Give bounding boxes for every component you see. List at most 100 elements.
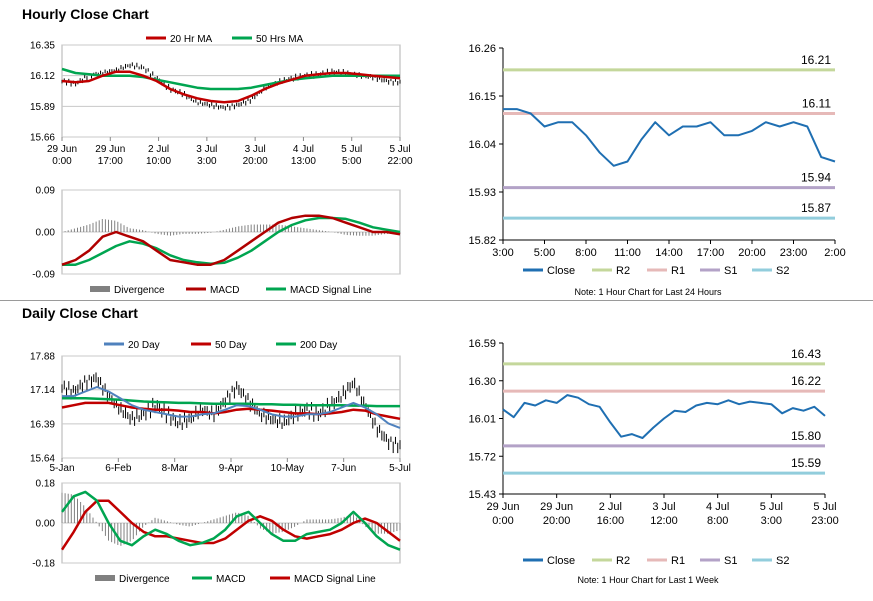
- daily-price-xtick-label: 9-Apr: [219, 463, 244, 474]
- hourly-macd-legend-label: MACD: [210, 285, 239, 296]
- daily-price-xtick-label: 5-Jan: [49, 463, 74, 474]
- daily-lastweek-r1-legend-label: R1: [671, 555, 685, 567]
- daily-ma50-line: [61, 401, 401, 421]
- hourly-last24-xtick-label: 20:00: [738, 247, 766, 259]
- hourly-last24-close-legend-label: Close: [547, 265, 575, 277]
- daily-price-xtick-label: 10-May: [271, 463, 304, 474]
- hourly-macd-ytick-label: -0.09: [32, 270, 55, 281]
- daily-lastweek-xtick-label: 29 Jun: [486, 501, 519, 513]
- hourly-price-xtick-label: 13:00: [291, 156, 316, 167]
- daily-lastweek-xtick-label: 2 Jul: [599, 501, 622, 513]
- hourly-ma20-line: [61, 70, 401, 104]
- hourly-price-xtick-label: 29 Jun: [47, 144, 77, 155]
- hourly-last24-s1-legend-label: S1: [724, 265, 737, 277]
- daily-macd-ytick-label: -0.18: [32, 559, 55, 570]
- hourly-macd-ytick-label: 0.00: [36, 228, 56, 239]
- daily-macd-line: [60, 490, 401, 551]
- daily-lastweek-xtick-label: 8:00: [707, 515, 728, 527]
- hourly-price-xtick-label: 20:00: [243, 156, 268, 167]
- daily-lastweek-ytick-label: 16.30: [468, 376, 496, 388]
- hourly-price-ytick-label: 15.89: [30, 102, 55, 113]
- daily-lastweek-s2-level-label: 15.59: [791, 456, 821, 470]
- hourly-last24-ytick-label: 15.93: [468, 187, 496, 199]
- hourly-price-xtick-label: 5 Jul: [389, 144, 410, 155]
- daily-lastweek-r2-level-label: 16.43: [791, 347, 821, 361]
- daily-divergence-legend-label: Divergence: [119, 574, 170, 585]
- hourly-price-xtick-label: 29 Jun: [95, 144, 125, 155]
- daily-lastweek-s1-level-label: 15.80: [791, 429, 821, 443]
- daily-price-ytick-label: 16.39: [30, 419, 55, 430]
- hourly-macd-line: [61, 214, 401, 266]
- hourly-ma20-legend-label: 20 Hr MA: [170, 34, 213, 45]
- hourly-price-ytick-label: 16.12: [30, 71, 55, 82]
- daily-lastweek-ytick-label: 16.01: [468, 414, 496, 426]
- hourly-last24-xtick-label: 8:00: [575, 247, 596, 259]
- daily-macd-ytick-label: 0.18: [36, 479, 56, 490]
- hourly-last24-xtick-label: 3:00: [492, 247, 513, 259]
- daily-lastweek-s1-legend-label: S1: [724, 555, 737, 567]
- daily-macd-legend-label: MACD: [216, 574, 245, 585]
- daily-price-ytick-label: 17.14: [30, 385, 55, 396]
- daily-section-title: Daily Close Chart: [22, 305, 138, 321]
- daily-lastweek-xtick-label: 0:00: [492, 515, 513, 527]
- hourly-ma50-legend-label: 50 Hrs MA: [256, 34, 304, 45]
- section-divider: [0, 300, 873, 301]
- hourly-last24-s2-legend-label: S2: [776, 265, 789, 277]
- hourly-price-xtick-label: 22:00: [387, 156, 412, 167]
- hourly-price-xtick-label: 10:00: [146, 156, 171, 167]
- daily-lastweek-xtick-label: 12:00: [650, 515, 678, 527]
- daily-ma200-line: [62, 397, 400, 408]
- daily-ma200-legend-label: 200 Day: [300, 340, 337, 351]
- hourly-last24-s2-level-label: 15.87: [801, 201, 831, 215]
- daily-ma20-line: [62, 386, 401, 429]
- hourly-price-xtick-label: 5:00: [342, 156, 362, 167]
- hourly-last24-ytick-label: 16.26: [468, 43, 496, 55]
- hourly-last24-xtick-label: 17:00: [697, 247, 725, 259]
- daily-lastweek-xtick-label: 5 Jul: [760, 501, 783, 513]
- daily-lastweek-close-legend-label: Close: [547, 555, 575, 567]
- hourly-macd-ytick-label: 0.09: [36, 186, 56, 197]
- hourly-price-xtick-label: 5 Jul: [341, 144, 362, 155]
- hourly-price-xtick-label: 3 Jul: [196, 144, 217, 155]
- daily-price-xtick-label: 8-Mar: [162, 463, 189, 474]
- hourly-last24-ytick-label: 16.04: [468, 139, 496, 151]
- daily-lastweek-xtick-label: 3 Jul: [652, 501, 675, 513]
- hourly-last24-xtick-label: 5:00: [534, 247, 555, 259]
- hourly-last24-r2-level-label: 16.21: [801, 53, 831, 67]
- daily-lastweek-s2-legend-label: S2: [776, 555, 789, 567]
- hourly-last24-r1-level-label: 16.11: [802, 96, 831, 110]
- hourly-price-xtick-label: 3 Jul: [245, 144, 266, 155]
- daily-lastweek-xtick-label: 29 Jun: [540, 501, 573, 513]
- daily-lastweek-xtick-label: 4 Jul: [706, 501, 729, 513]
- hourly-price-xtick-label: 17:00: [98, 156, 123, 167]
- daily-macd-signal-line: [60, 499, 401, 551]
- hourly-price-frame: [61, 44, 401, 138]
- daily-lastweek-r1-level-label: 16.22: [791, 374, 821, 388]
- hourly-price-xtick-label: 2 Jul: [148, 144, 169, 155]
- hourly-last24-r2-legend-label: R2: [616, 265, 630, 277]
- hourly-signal-legend-label: MACD Signal Line: [290, 285, 372, 296]
- hourly-last24-ytick-label: 16.15: [468, 91, 496, 103]
- hourly-last24-xtick-label: 2:00: [824, 247, 845, 259]
- daily-lastweek-xtick-label: 23:00: [811, 515, 839, 527]
- hourly-last24-r1-legend-label: R1: [671, 265, 685, 277]
- daily-price-xtick-label: 6-Feb: [105, 463, 132, 474]
- daily-lastweek-xtick-label: 5 Jul: [813, 501, 836, 513]
- hourly-last24-s1-level-label: 15.94: [801, 171, 831, 185]
- hourly-price-xtick-label: 4 Jul: [293, 144, 314, 155]
- hourly-last24-note: Note: 1 Hour Chart for Last 24 Hours: [574, 287, 722, 297]
- daily-lastweek-xtick-label: 16:00: [597, 515, 625, 527]
- hourly-macd-signal-line: [62, 216, 401, 266]
- hourly-last24-xtick-label: 11:00: [614, 247, 641, 259]
- daily-lastweek-ytick-label: 16.59: [468, 338, 496, 350]
- daily-lastweek-note: Note: 1 Hour Chart for Last 1 Week: [578, 575, 719, 585]
- daily-ma20-legend-label: 20 Day: [128, 340, 160, 351]
- daily-price-ytick-label: 15.64: [30, 454, 55, 465]
- daily-lastweek-xtick-label: 20:00: [543, 515, 571, 527]
- hourly-divergence-legend-swatch: [90, 286, 110, 292]
- hourly-price-xtick-label: 3:00: [197, 156, 217, 167]
- daily-price-xtick-label: 5-Jul: [389, 463, 411, 474]
- daily-price-xtick-label: 7-Jun: [331, 463, 356, 474]
- daily-lastweek-r2-legend-label: R2: [616, 555, 630, 567]
